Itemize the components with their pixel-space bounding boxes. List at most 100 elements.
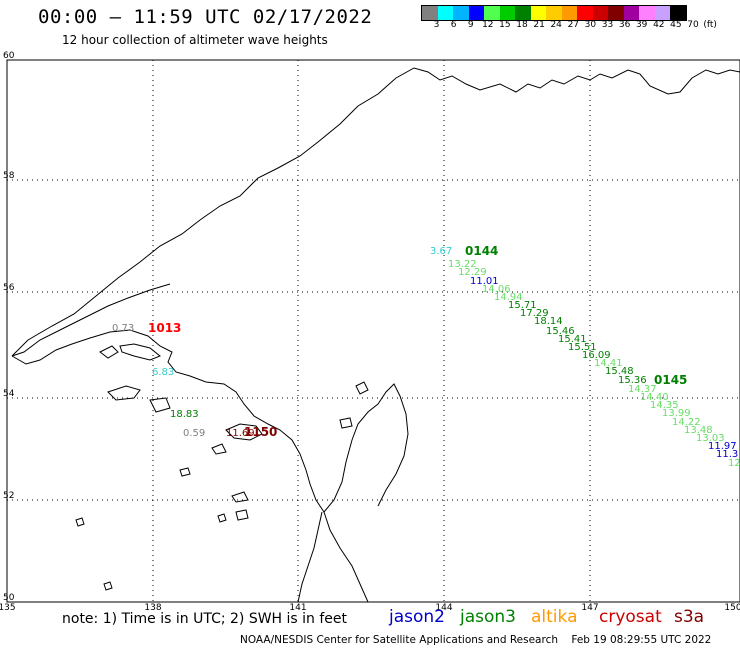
longitude-label: 135 [0,603,16,613]
map-title: 00:00 — 11:59 UTC 02/17/2022 [38,6,373,28]
pass-number-label: 1150 [244,425,277,439]
wave-height-value: 14.37 [628,384,657,395]
graticule [7,60,740,602]
color-scale-label: 15 [499,20,511,30]
pass-number-label: 0144 [465,244,498,258]
wave-height-value: 15.46 [546,326,575,337]
color-scale-label: 3 [433,20,440,30]
wave-height-value: 11.3 [716,449,738,460]
color-swatch [639,6,655,20]
latitude-label: 52 [3,491,14,501]
longitude-label: 150 [724,603,740,613]
color-swatch [623,6,639,20]
wave-height-value: 18.83 [170,409,199,420]
wave-height-value: 13.99 [662,408,691,419]
color-swatch [670,6,686,20]
satellite-legend-item: jason2 [389,607,445,627]
wave-height-value: 12 [728,458,740,469]
color-scale-label: 9 [467,20,474,30]
color-scale-label: 12 [482,20,494,30]
footer-credit: NOAA/NESDIS Center for Satellite Applica… [240,634,711,646]
units-note: note: 1) Time is in UTC; 2) SWH is in fe… [62,611,348,627]
color-swatch [468,6,484,20]
wave-height-value: 13.48 [684,425,713,436]
wave-height-value: 14.35 [650,400,679,411]
color-scale-label: (ft) [703,20,717,30]
color-swatch [608,6,624,20]
color-swatch [499,6,515,20]
satellite-legend-item: s3a [674,607,705,627]
color-scale-label: 45 [670,20,682,30]
latitude-label: 54 [3,389,15,399]
color-swatch [515,6,531,20]
wave-height-value: 13.22 [448,259,477,270]
wave-height-value: 15.48 [605,366,634,377]
wave-height-value: 13.03 [696,433,725,444]
color-swatch [546,6,562,20]
pass-labels: 0144 0145 1013 1150 [148,244,687,439]
wave-height-value: 15.41 [558,334,587,345]
latitude-label: 60 [3,51,15,61]
longitude-label: 144 [435,603,452,613]
color-swatch [577,6,593,20]
color-scale-label: 33 [601,20,614,30]
wave-height-value: 0.59 [183,428,205,439]
color-scale-label: 30 [584,20,597,30]
wave-height-value: 16.09 [582,350,611,361]
coastline [11,67,740,603]
longitude-labels: 135 138 141 144 147 150 [0,603,740,613]
color-scale-label: 39 [635,20,648,30]
wave-height-value: 14.41 [594,358,623,369]
color-swatch [422,6,438,20]
altimeter-observations: 3.6713.2212.2911.0114.0614.9415.7117.291… [112,246,740,469]
satellite-legend-item: altika [531,607,578,627]
wave-height-value: 15.36 [618,375,647,386]
wave-height-value: 14.22 [672,417,701,428]
wave-height-value: 14.40 [640,392,669,403]
wave-height-value: 15.51 [568,342,597,353]
longitude-label: 138 [144,603,161,613]
color-scale-label: 18 [516,20,528,30]
color-swatch [654,6,670,20]
wave-height-value: 3.67 [430,246,452,257]
wave-height-value: 6.83 [152,367,174,378]
color-scale-label: 21 [533,20,545,30]
latitude-label: 50 [3,593,15,603]
latitude-labels: 60 58 56 54 52 50 [3,51,15,603]
satellite-legend-item: jason3 [460,607,516,627]
color-swatch [437,6,453,20]
color-swatch [561,6,577,20]
pass-number-label: 1013 [148,321,181,335]
map-subtitle: 12 hour collection of altimeter wave hei… [62,33,328,47]
longitude-label: 147 [581,603,598,613]
wave-height-value: 15.71 [508,300,537,311]
color-scale-label: 27 [567,20,580,30]
wave-height-value: 17.29 [520,308,549,319]
wave-height-value: 0.73 [112,323,134,334]
color-scale-label: 70 [687,20,699,30]
credit-text: NOAA/NESDIS Center for Satellite Applica… [240,634,558,646]
color-swatch [592,6,608,20]
wave-height-value: 11.97 [708,441,737,452]
wave-height-value: 14.06 [482,284,511,295]
map-frame [6,59,740,603]
wave-height-value: 11.01 [470,276,499,287]
color-scale-label: 6 [450,20,457,30]
wave-height-value: 14.94 [494,292,523,303]
wave-height-value: 11.69 [226,428,255,439]
satellite-legend-item: cryosat [599,607,662,627]
color-scale-label: 42 [653,20,665,30]
longitude-label: 141 [289,603,306,613]
latitude-label: 58 [3,171,15,181]
wave-height-color-scale [421,5,687,21]
color-scale-label: 36 [618,20,631,30]
generated-timestamp: Feb 19 08:29:55 UTC 2022 [571,634,712,646]
color-swatch [484,6,500,20]
wave-height-value: 18.14 [534,316,563,327]
pass-number-label: 0145 [654,373,687,387]
color-scale-labels: 3 6 9 12 15 18 21 24 27 30 33 36 39 42 45 70 (ft) [421,20,740,32]
color-swatch [453,6,469,20]
color-scale-label: 24 [550,20,562,30]
color-swatch [530,6,546,20]
